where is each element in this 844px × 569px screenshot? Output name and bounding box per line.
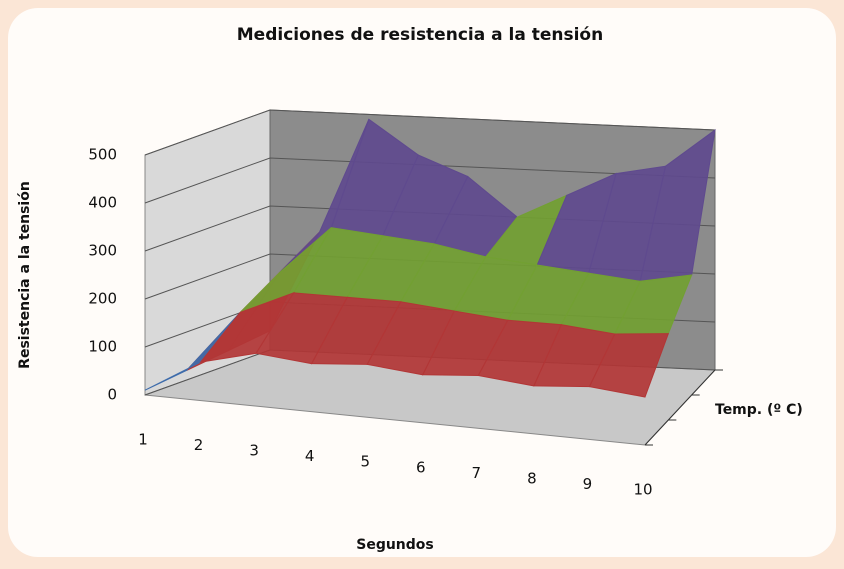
- x-tick-label: 10: [633, 481, 652, 499]
- y-tick-label: 200: [88, 290, 117, 308]
- x-axis-label: Segundos: [356, 537, 434, 553]
- x-tick-label: 3: [249, 442, 259, 460]
- x-tick-label: 7: [472, 464, 482, 482]
- x-tick-label: 1: [138, 431, 148, 449]
- y-axis-label: Resistencia a la tensión: [17, 181, 33, 369]
- grid-line: [144, 109, 716, 156]
- y-tick-label: 300: [88, 242, 117, 260]
- x-tick-label: 6: [416, 458, 426, 476]
- x-tick-label: 8: [527, 469, 537, 487]
- y-tick-label: 0: [107, 386, 117, 404]
- x-tick-label: 9: [583, 475, 593, 493]
- z-axis-label: Temp. (º C): [715, 402, 803, 418]
- y-tick-label: 400: [88, 194, 117, 212]
- z-axis-line: [644, 369, 716, 446]
- surface-face: [588, 333, 670, 398]
- x-tick-label: 2: [194, 436, 204, 454]
- y-tick-label: 500: [88, 146, 117, 164]
- grid-line: [144, 157, 716, 204]
- x-tick-label: 5: [360, 453, 370, 471]
- x-tick-label: 4: [305, 447, 315, 465]
- chart-title: Mediciones de resistencia a la tensión: [237, 25, 603, 45]
- y-tick-label: 100: [88, 338, 117, 356]
